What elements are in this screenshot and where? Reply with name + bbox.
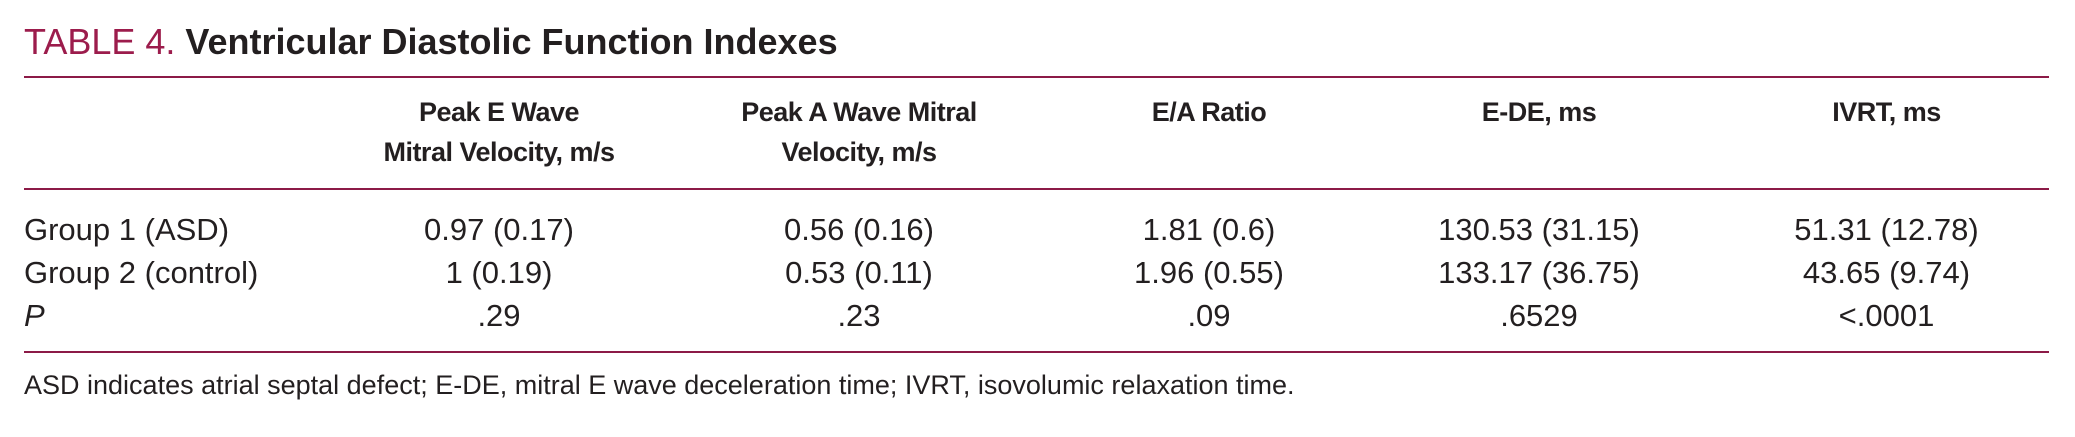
row-label: Group 2 (control) bbox=[24, 255, 259, 290]
header-empty bbox=[24, 78, 324, 190]
table-block: TABLE 4. Ventricular Diastolic Function … bbox=[24, 16, 2059, 405]
table-cell: 51.31 (12.78) bbox=[1794, 212, 1979, 247]
table-cell: 133.17 (36.75) bbox=[1438, 255, 1640, 290]
table-cell: 43.65 (9.74) bbox=[1802, 255, 1971, 290]
table-title: Ventricular Diastolic Function Indexes bbox=[185, 21, 838, 62]
row-label: Group 1 (ASD) bbox=[24, 212, 230, 247]
header-line: IVRT, ms bbox=[1832, 97, 1941, 127]
table-caption: TABLE 4. Ventricular Diastolic Function … bbox=[24, 16, 2049, 76]
table-row: P .29 .23 .09 .6529 <.0001 bbox=[24, 294, 2049, 352]
table-row: Group 1 (ASD) 0.97 (0.17) 0.56 (0.16) 1.… bbox=[24, 189, 2049, 251]
table-row: Group 2 (control) 1 (0.19) 0.53 (0.11) 1… bbox=[24, 251, 2049, 294]
table-cell: .6529 bbox=[1500, 298, 1578, 333]
table-footnote: ASD indicates atrial septal defect; E-DE… bbox=[24, 370, 1295, 400]
table-number: TABLE 4. bbox=[24, 21, 176, 62]
header-ivrt: IVRT, ms bbox=[1714, 78, 2059, 190]
header-e-de: E-DE, ms bbox=[1374, 78, 1704, 190]
table-cell: 130.53 (31.15) bbox=[1438, 212, 1640, 247]
header-line: Velocity, m/s bbox=[781, 137, 937, 167]
header-line: Peak E Wave bbox=[418, 97, 580, 127]
header-line: E/A Ratio bbox=[1151, 97, 1267, 127]
table-cell: .09 bbox=[1187, 298, 1231, 333]
header-line: Mitral Velocity, m/s bbox=[383, 137, 615, 167]
table-cell: 1.96 (0.55) bbox=[1134, 255, 1284, 290]
table-cell: <.0001 bbox=[1838, 298, 1935, 333]
header-line: E-DE, ms bbox=[1481, 97, 1597, 127]
table-cell: 1 (0.19) bbox=[445, 255, 553, 290]
header-peak-e: Peak E Wave Mitral Velocity, m/s bbox=[309, 78, 689, 190]
table-cell: 0.97 (0.17) bbox=[424, 212, 574, 247]
top-rule bbox=[24, 76, 2049, 78]
table-cell: 0.56 (0.16) bbox=[784, 212, 934, 247]
data-table: Peak E Wave Mitral Velocity, m/s Peak A … bbox=[24, 78, 2059, 353]
header-row: Peak E Wave Mitral Velocity, m/s Peak A … bbox=[24, 78, 2059, 190]
table-cell: 1.81 (0.6) bbox=[1142, 212, 1276, 247]
table-cell: 0.53 (0.11) bbox=[785, 255, 933, 290]
header-ea-ratio: E/A Ratio bbox=[1044, 78, 1374, 190]
p-value-label: P bbox=[24, 298, 45, 333]
header-line: Peak A Wave Mitral bbox=[741, 97, 977, 127]
table-cell: .23 bbox=[837, 298, 881, 333]
table-cell: .29 bbox=[477, 298, 521, 333]
header-peak-a: Peak A Wave Mitral Velocity, m/s bbox=[689, 78, 1029, 190]
